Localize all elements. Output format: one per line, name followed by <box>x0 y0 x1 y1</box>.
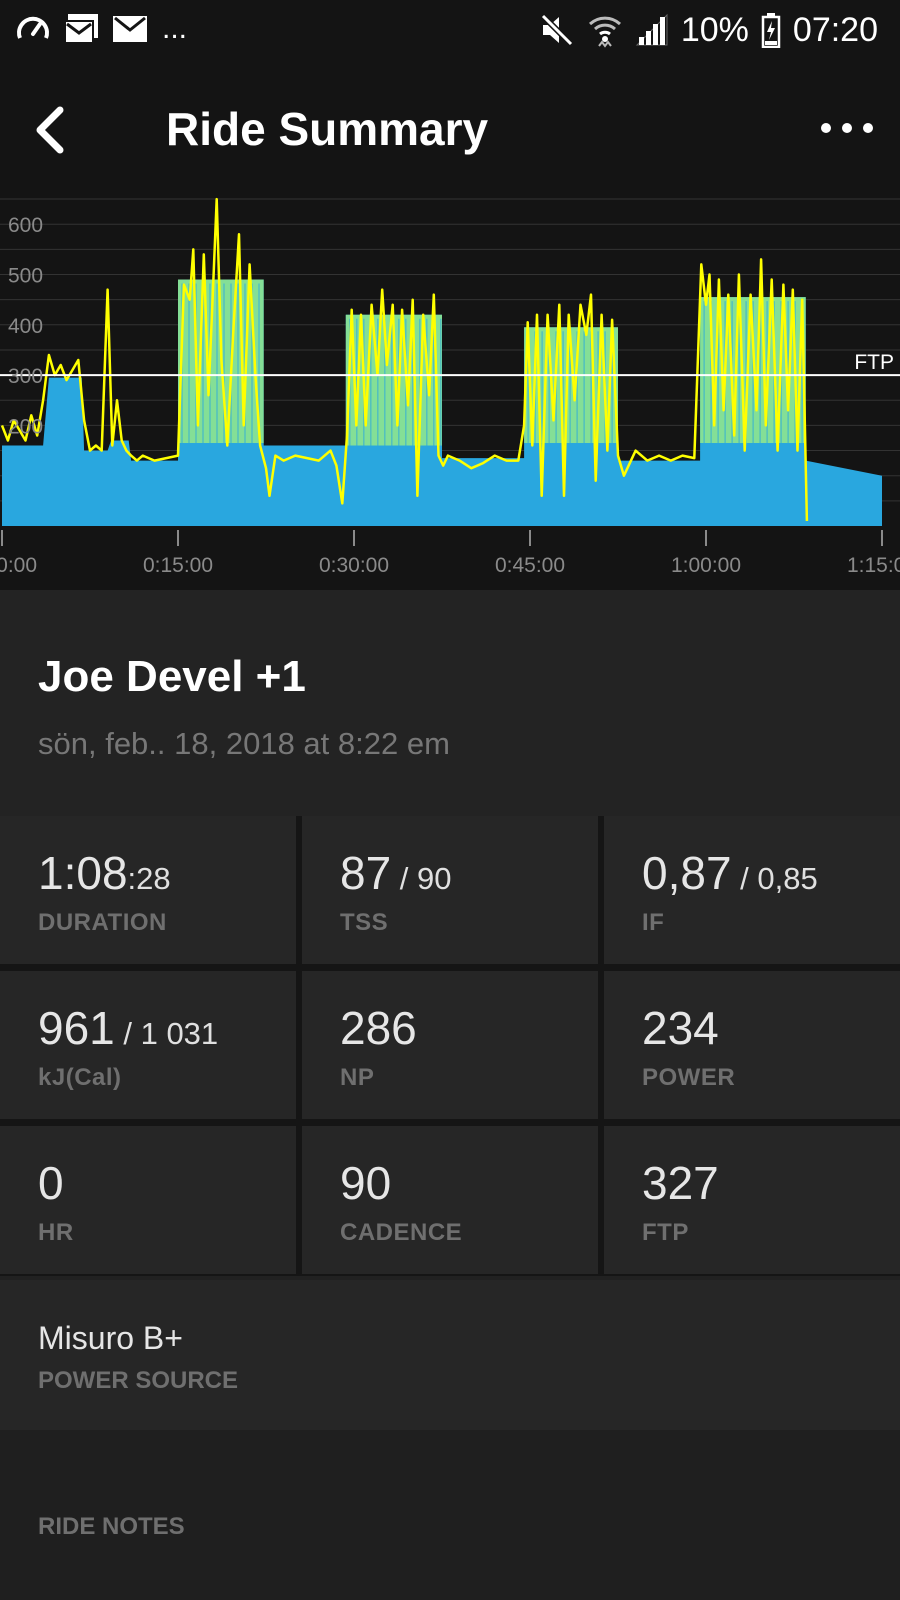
stat-label: NP <box>340 1064 375 1091</box>
stat-label: POWER <box>642 1064 736 1091</box>
x-tick-label: 0:00:00 <box>0 554 37 577</box>
ftp-label: FTP <box>854 351 894 374</box>
back-button[interactable] <box>24 100 84 160</box>
wifi-icon <box>588 16 621 48</box>
stat-value: 327 <box>642 1157 719 1209</box>
y-tick-label: 600 <box>8 214 43 237</box>
stat-value: 1:08 <box>38 847 128 899</box>
notifications-overflow: ... <box>162 12 188 45</box>
x-tick-label: 0:30:00 <box>319 554 389 577</box>
stat-sub-value: :28 <box>127 861 171 896</box>
mail-icon <box>113 16 147 42</box>
stat-value: 87 <box>340 847 392 899</box>
stat-energy: 961 / 1 031 kJ(Cal) <box>0 971 296 1119</box>
page-title: Ride Summary <box>166 103 489 155</box>
stats-grid: 1:08:28 DURATION 87 / 90 TSS 0,87 / 0,85… <box>0 816 900 1276</box>
stat-tss: 87 / 90 TSS <box>302 816 598 964</box>
stat-value: 286 <box>340 1002 417 1054</box>
stat-label: CADENCE <box>340 1219 463 1246</box>
stat-sub-value: / 1 031 <box>114 1016 219 1051</box>
x-tick-label: 0:45:00 <box>495 554 565 577</box>
actual-power-layer <box>0 197 809 522</box>
stat-label: FTP <box>642 1219 689 1246</box>
stat-ftp: 327 FTP <box>604 1126 900 1274</box>
stat-sub-value: / 90 <box>391 861 452 896</box>
ftp-layer: FTP <box>0 351 900 377</box>
stat-hr: 0 HR <box>0 1126 296 1274</box>
stat-label: DURATION <box>38 909 167 936</box>
gallery-mail-icon <box>64 14 98 44</box>
power-source[interactable]: Misuro B+ POWER SOURCE <box>0 1280 900 1430</box>
ride-notes-label: RIDE NOTES <box>38 1513 185 1540</box>
power-source-label: POWER SOURCE <box>38 1367 239 1394</box>
stat-np: 286 NP <box>302 971 598 1119</box>
ride-notes[interactable]: RIDE NOTES <box>0 1430 900 1600</box>
x-tick-label: 0:15:00 <box>143 554 213 577</box>
stat-value: 90 <box>340 1157 392 1209</box>
more-options-button[interactable] <box>812 108 882 152</box>
battery-percent: 10% <box>680 11 749 49</box>
stat-power: 234 POWER <box>604 971 900 1119</box>
rider-name: Joe Devel +1 <box>38 652 306 701</box>
power-source-value: Misuro B+ <box>38 1320 183 1356</box>
clock: 07:20 <box>792 11 878 49</box>
stat-label: kJ(Cal) <box>38 1064 122 1091</box>
stat-if: 0,87 / 0,85 IF <box>604 816 900 964</box>
more-horizontal-icon <box>821 123 873 133</box>
y-axis-ticks: 600 500 400 300 200 <box>8 214 43 438</box>
actual-power-line <box>0 197 809 522</box>
x-tick-label: 1:15:00 <box>847 554 900 577</box>
stat-value: 0,87 <box>642 847 732 899</box>
y-tick-label: 500 <box>8 265 43 288</box>
power-chart-svg: FTP 600 500 400 300 200 0:00:00 0:15:00 0:30:0… <box>0 197 900 577</box>
stat-duration: 1:08:28 DURATION <box>0 816 296 964</box>
back-arrow-icon <box>36 106 64 154</box>
stat-value: 961 <box>38 1002 115 1054</box>
y-tick-label: 400 <box>8 315 43 338</box>
stat-cadence: 90 CADENCE <box>302 1126 598 1274</box>
y-tick-label: 200 <box>8 415 43 438</box>
stat-label: TSS <box>340 909 389 936</box>
power-chart[interactable]: FTP 600 500 400 300 200 0:00:00 0:15:00 0:30:0… <box>0 196 900 590</box>
notification-icons: ... <box>16 12 187 46</box>
stat-sub-value: / 0,85 <box>731 861 818 896</box>
x-axis-ticks: 0:00:00 0:15:00 0:30:00 0:45:00 1:00:00 1:15:… <box>0 530 900 577</box>
mute-icon <box>540 13 573 47</box>
battery-charging-icon <box>761 13 781 48</box>
ride-date: sön, feb.. 18, 2018 at 8:22 em <box>38 726 450 761</box>
stat-label: IF <box>642 909 665 936</box>
stat-value: 234 <box>642 1002 719 1054</box>
x-tick-label: 1:00:00 <box>671 554 741 577</box>
stat-value: 0 <box>38 1157 64 1209</box>
y-tick-label: 300 <box>8 365 43 388</box>
signal-icon <box>635 13 668 46</box>
speedometer-icon <box>17 16 49 39</box>
ride-header: Joe Devel +1 sön, feb.. 18, 2018 at 8:22… <box>0 590 900 816</box>
status-bar: ... 10% 07:20 <box>0 0 900 64</box>
app-bar: Ride Summary <box>0 64 900 196</box>
stat-label: HR <box>38 1219 74 1246</box>
system-indicators: 10% 07:20 <box>539 10 878 50</box>
